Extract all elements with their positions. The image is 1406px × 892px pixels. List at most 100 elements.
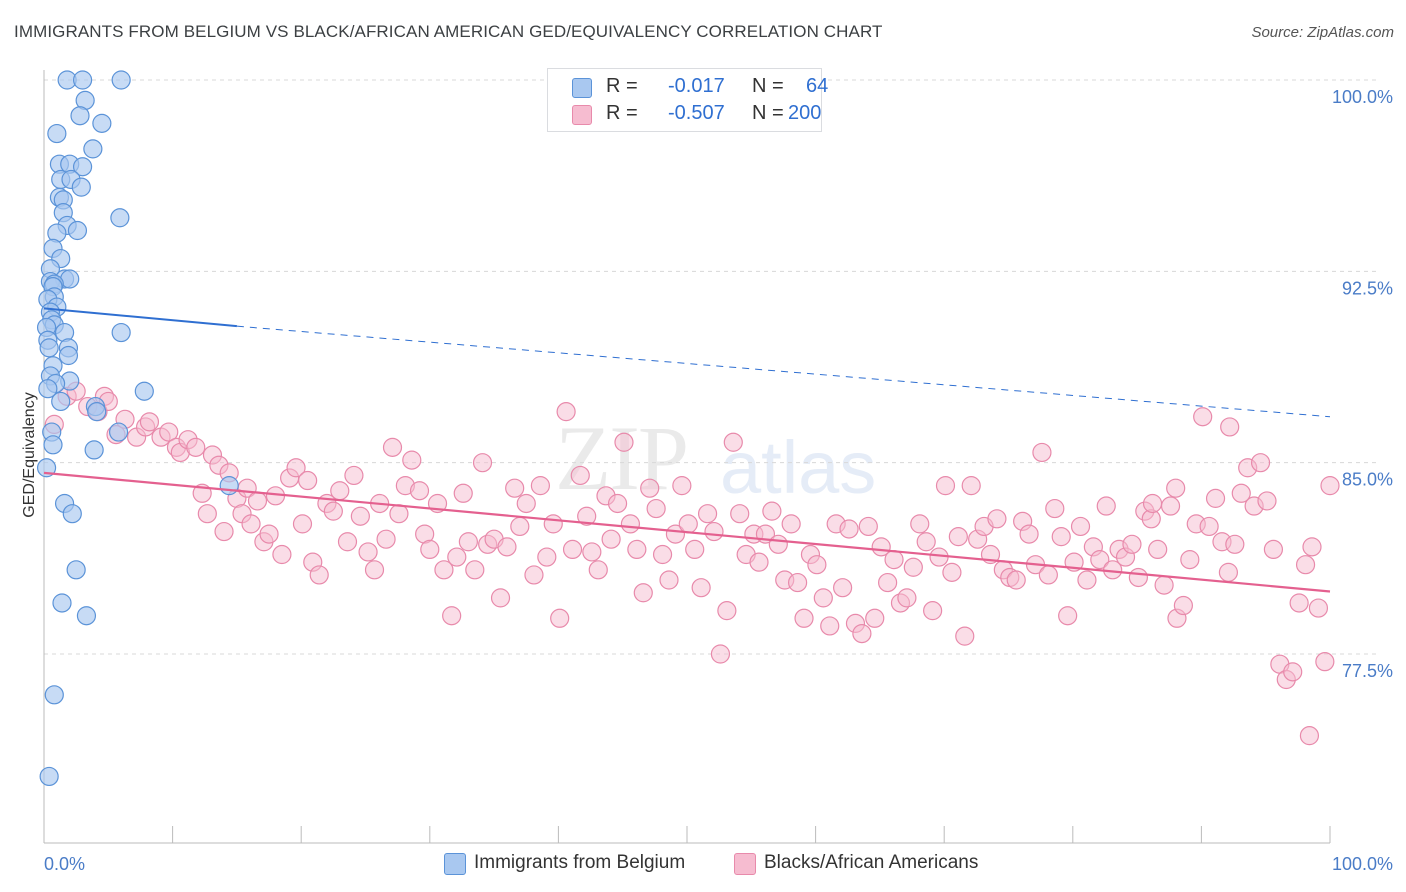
- black-point: [582, 542, 602, 562]
- black-point: [1122, 534, 1142, 554]
- belgium-point: [58, 345, 79, 366]
- chart-title: IMMIGRANTS FROM BELGIUM VS BLACK/AFRICAN…: [14, 22, 883, 41]
- black-point: [833, 578, 853, 598]
- r-label: R =: [606, 102, 638, 124]
- black-point: [659, 570, 679, 590]
- black-point: [1231, 483, 1251, 503]
- black-point: [1090, 550, 1110, 570]
- black-point: [884, 550, 904, 570]
- belgium-point: [219, 476, 239, 496]
- x-tick-label: 0.0%: [44, 854, 85, 874]
- black-point: [685, 539, 705, 560]
- black-point: [139, 412, 160, 432]
- black-point: [453, 483, 473, 503]
- belgium-point: [87, 402, 107, 422]
- y-tick-label: 100.0%: [1332, 87, 1393, 107]
- black-point: [1193, 407, 1213, 427]
- black-point: [942, 562, 962, 582]
- r-label: R =: [606, 75, 638, 97]
- r-value-belgium: -0.017: [668, 75, 725, 97]
- black-point: [903, 557, 923, 577]
- black-point: [923, 601, 943, 621]
- black-point: [1257, 491, 1277, 511]
- black-point: [465, 560, 485, 580]
- black-point: [247, 491, 268, 511]
- black-point: [633, 583, 653, 603]
- black-point: [678, 514, 698, 534]
- black-point: [298, 470, 318, 491]
- black-point: [1019, 524, 1039, 544]
- black-point: [550, 608, 570, 628]
- belgium-point: [39, 338, 59, 358]
- black-point: [691, 578, 711, 598]
- black-point: [1263, 539, 1284, 560]
- black-point-group: [44, 381, 1340, 746]
- belgium-point: [66, 560, 86, 580]
- black-point: [787, 572, 808, 593]
- black-point: [382, 437, 403, 457]
- belgium-point: [111, 70, 131, 90]
- n-label: N =: [752, 102, 784, 124]
- black-point: [878, 572, 898, 593]
- black-point: [697, 504, 718, 524]
- belgium-point: [71, 177, 91, 197]
- black-point: [420, 539, 440, 560]
- belgium-point: [52, 593, 72, 613]
- black-legend-label: Blacks/African Americans: [764, 852, 979, 873]
- black-point: [1038, 565, 1058, 585]
- x-tick-label: 100.0%: [1332, 854, 1393, 874]
- belgium-point: [47, 123, 67, 144]
- watermark-atlas: atlas: [720, 426, 877, 509]
- belgium-trend-line: [43, 307, 237, 328]
- black-point: [1205, 488, 1226, 508]
- black-point: [948, 527, 968, 547]
- black-point: [704, 521, 724, 542]
- belgium-point: [43, 435, 63, 455]
- belgium-point: [38, 379, 58, 399]
- n-value-black: 200: [788, 102, 822, 124]
- black-point: [723, 432, 743, 452]
- black-point: [505, 478, 525, 498]
- source-label[interactable]: Source: ZipAtlas.com: [1251, 24, 1394, 41]
- black-point: [1006, 570, 1026, 590]
- black-point: [376, 529, 396, 549]
- black-point: [364, 560, 385, 580]
- n-value-belgium: 64: [806, 75, 829, 97]
- black-point: [577, 506, 597, 526]
- black-point: [768, 534, 788, 554]
- black-point: [1032, 442, 1052, 463]
- black-point: [159, 422, 179, 442]
- black-point: [537, 547, 557, 567]
- black-point: [1250, 453, 1271, 473]
- black-point: [447, 547, 467, 567]
- black-point: [337, 532, 358, 552]
- black-point: [1302, 537, 1322, 557]
- belgium-point: [92, 113, 112, 133]
- black-point: [1289, 593, 1309, 613]
- black-point: [1225, 534, 1245, 554]
- black-point: [614, 432, 634, 452]
- black-point: [524, 565, 544, 585]
- stats-legend: R = -0.017 N = 64 R = -0.507 N = 200: [547, 68, 828, 132]
- black-trend-line: [43, 471, 1331, 593]
- black-point: [562, 539, 583, 560]
- black-point: [607, 493, 628, 514]
- black-point: [543, 514, 563, 534]
- belgium-point: [72, 70, 93, 90]
- y-tick-label: 92.5%: [1342, 278, 1393, 298]
- black-point: [717, 601, 737, 621]
- belgium-point: [84, 440, 104, 460]
- black-point: [852, 623, 872, 644]
- black-point: [292, 514, 313, 534]
- y-tick-label: 77.5%: [1342, 661, 1393, 681]
- black-point: [241, 514, 261, 534]
- black-point: [186, 437, 206, 457]
- black-point: [1308, 598, 1329, 618]
- black-point: [955, 626, 975, 646]
- belgium-point: [51, 391, 71, 412]
- black-point: [1045, 498, 1065, 519]
- black-point: [214, 521, 234, 542]
- black-point: [858, 516, 878, 537]
- black-point: [839, 519, 859, 539]
- r-value-black: -0.507: [668, 102, 725, 124]
